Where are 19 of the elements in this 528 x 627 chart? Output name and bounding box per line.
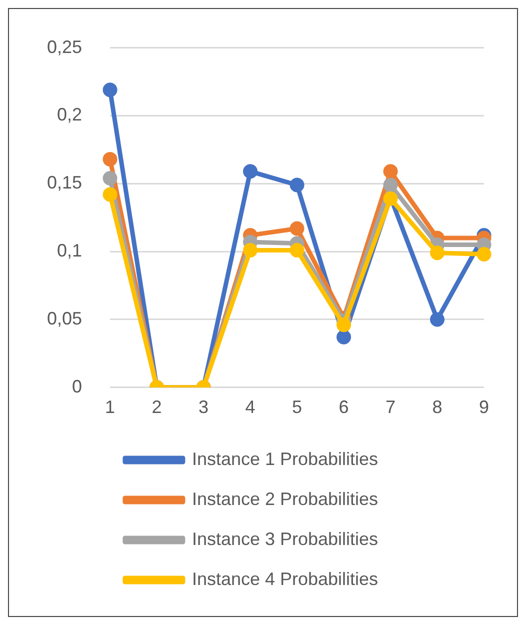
y-tick-label: 0,2	[57, 104, 82, 125]
x-tick-label: 9	[478, 397, 490, 418]
x-tick-label: 5	[292, 397, 302, 418]
legend-label: Instance 1 Probabilities	[192, 448, 378, 469]
x-tick-label: 1	[105, 397, 116, 418]
x-tick-label: 7	[386, 397, 396, 418]
y-tick-label: 0,1	[57, 240, 82, 261]
x-tick-label: 6	[338, 397, 349, 418]
y-tick-label: 0,15	[46, 172, 82, 193]
y-tick-label: 0	[72, 376, 82, 396]
legend-label: Instance 3 Probabilities	[192, 528, 378, 549]
y-tick-label: 0,25	[46, 36, 82, 57]
y-tick-label: 0,05	[46, 308, 82, 328]
legend-label: Instance 2 Probabilities	[192, 488, 378, 509]
x-tick-label: 3	[198, 397, 209, 418]
x-tick-label: 4	[245, 397, 256, 418]
x-tick-label: 2	[152, 397, 162, 418]
x-tick-label: 8	[432, 397, 442, 418]
legend-label: Instance 4 Probabilities	[192, 568, 378, 589]
